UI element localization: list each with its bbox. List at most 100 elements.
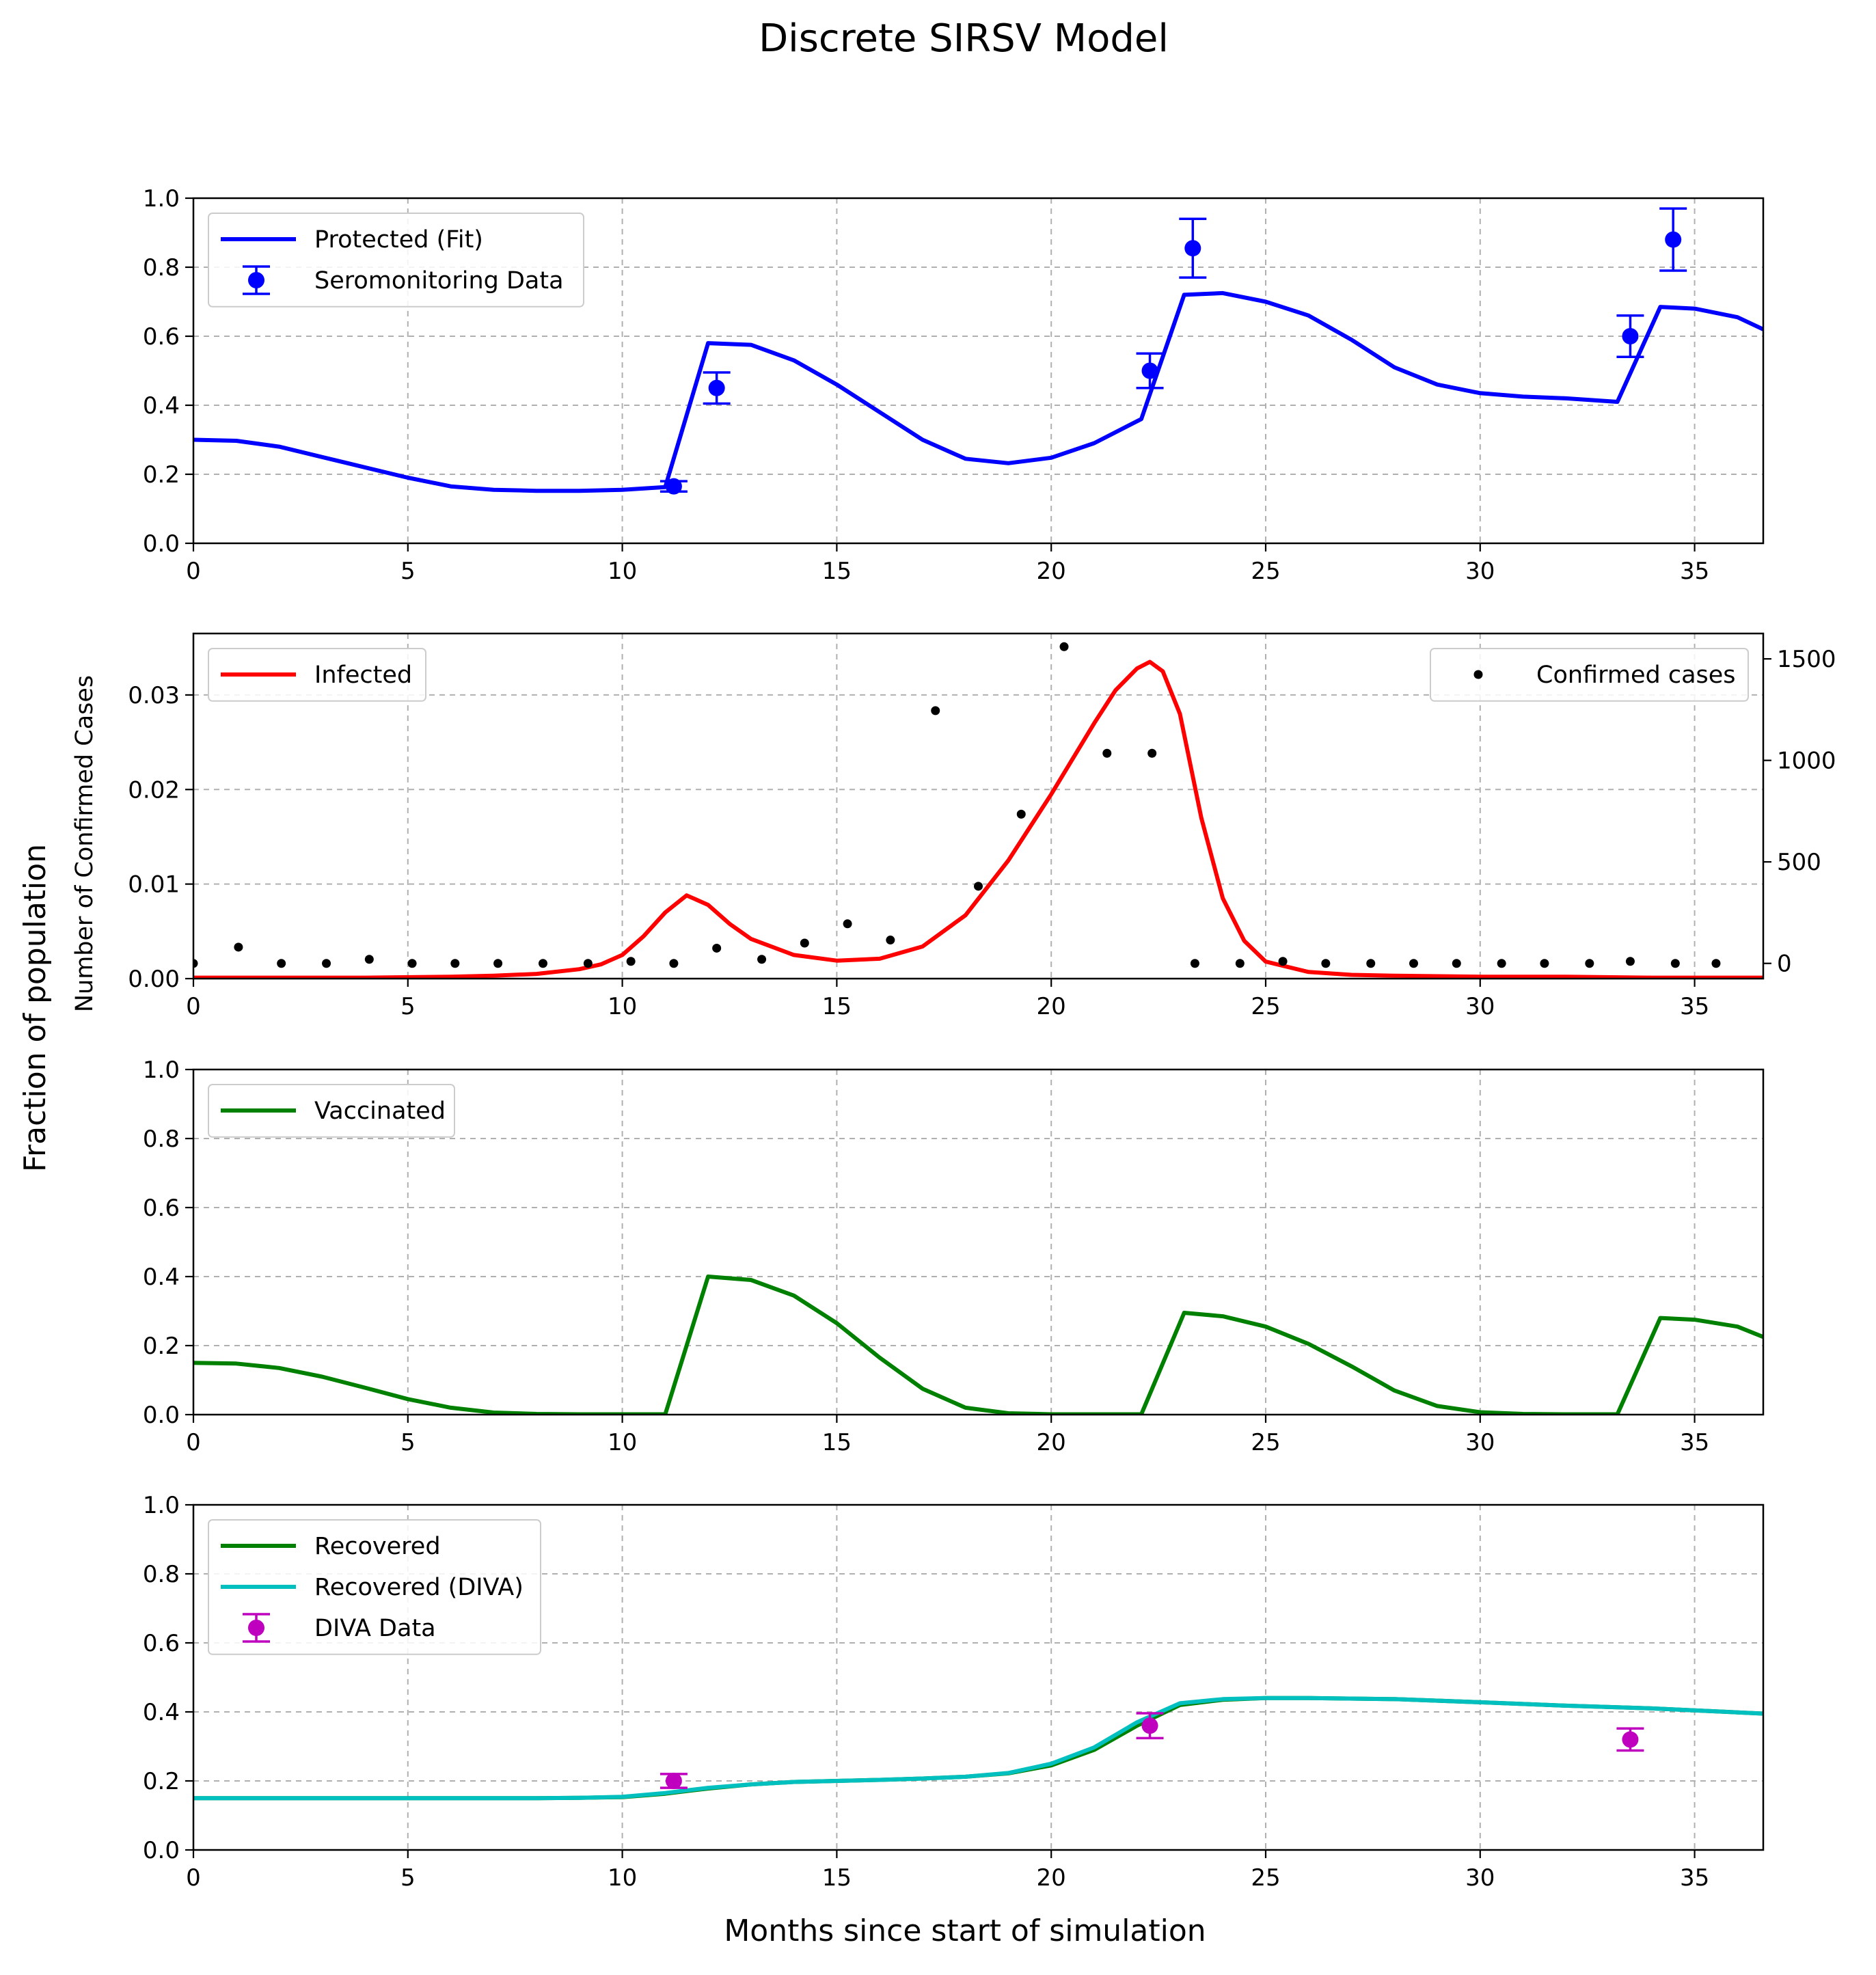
data-point xyxy=(1102,748,1112,758)
x-tick-label: 35 xyxy=(1680,1864,1709,1892)
panel-2: 0 5 10 15 20 25 30 35 0.00 0.01 0.02 0.03 0 500 1000 15… xyxy=(71,632,1836,1020)
y-tick-label: 0.6 xyxy=(143,323,180,351)
data-point xyxy=(234,942,243,952)
x-tick-label: 15 xyxy=(822,1429,852,1456)
data-point xyxy=(886,936,895,945)
x-tick-label: 5 xyxy=(400,1864,416,1892)
y-tick-label: 0.8 xyxy=(143,1126,180,1153)
axes-frame xyxy=(192,1068,1765,1416)
figure-y-label: Fraction of population xyxy=(18,844,53,1172)
y-tick-label: 0.01 xyxy=(128,871,180,899)
series-line-vaccinated xyxy=(193,1275,1763,1415)
x-tick-label: 25 xyxy=(1251,1429,1280,1456)
x-tick-label: 15 xyxy=(822,558,852,585)
y-tick-label: 0.2 xyxy=(143,1333,180,1360)
y-axis-label-cases: Number of Confirmed Cases xyxy=(71,675,98,1012)
data-point xyxy=(1190,959,1199,968)
x-tick-label: 20 xyxy=(1037,558,1066,585)
legend: Protected (Fit) Seromonitoring Data xyxy=(208,213,584,308)
data-point xyxy=(1625,957,1635,966)
x-tick-label: 5 xyxy=(400,993,416,1020)
x-tick-label: 10 xyxy=(608,1864,637,1892)
x-tick-label: 30 xyxy=(1465,993,1495,1020)
y2-tick-label: 500 xyxy=(1777,849,1821,876)
x-tick-label: 0 xyxy=(186,558,201,585)
legend-swatch-marker xyxy=(248,1620,264,1636)
plot-area xyxy=(193,207,1763,495)
figure-title: Discrete SIRSV Model xyxy=(759,16,1169,61)
data-point xyxy=(450,959,460,968)
data-point xyxy=(712,943,722,953)
legend-box xyxy=(208,213,584,308)
data-point xyxy=(538,959,547,968)
y-tick-label: 0.0 xyxy=(143,1402,180,1429)
legend-box xyxy=(208,1084,455,1138)
data-point xyxy=(1497,959,1506,968)
legend-label: Seromonitoring Data xyxy=(314,267,564,295)
x-tick-label: 10 xyxy=(608,993,637,1020)
data-point xyxy=(843,919,852,929)
x-tick-label: 35 xyxy=(1680,558,1709,585)
series-line-recovered-diva- xyxy=(193,1695,1763,1801)
data-point xyxy=(1665,231,1682,248)
figure-x-label: Months since start of simulation xyxy=(724,1913,1206,1948)
y2-tick-label: 1000 xyxy=(1777,748,1836,775)
legend-label: Recovered (DIVA) xyxy=(314,1574,524,1601)
data-point xyxy=(665,478,682,495)
panel-4: 0 5 10 15 20 25 30 35 0.0 0.2 0.4 0.6 0.8 1.0 Recovere… xyxy=(143,1492,1765,1892)
x-tick-label: 15 xyxy=(822,1864,852,1892)
data-point xyxy=(1321,959,1331,968)
data-point xyxy=(626,957,636,966)
legend: Recovered Recovered (DIVA) DIVA Data xyxy=(208,1519,541,1655)
legend-label: DIVA Data xyxy=(314,1615,436,1642)
legend-label: Vaccinated xyxy=(314,1098,446,1125)
y-tick-label: 1.0 xyxy=(143,1492,180,1519)
legend-label: Confirmed cases xyxy=(1536,662,1736,689)
y-tick-label: 0.00 xyxy=(128,966,180,993)
legend: Infected xyxy=(208,648,426,702)
series-line-protected-fit- xyxy=(193,290,1763,493)
data-point xyxy=(1141,362,1158,379)
x-tick-label: 25 xyxy=(1251,993,1280,1020)
legend: Vaccinated xyxy=(208,1084,455,1138)
series-line-infected xyxy=(193,659,1763,979)
legend-label: Infected xyxy=(314,662,412,689)
y-tick-label: 0.02 xyxy=(128,776,180,804)
data-point xyxy=(1366,959,1376,968)
data-point xyxy=(1016,809,1026,819)
y-tick-label: 1.0 xyxy=(143,185,180,213)
y-tick-label: 0.2 xyxy=(143,1768,180,1795)
data-point xyxy=(1711,959,1721,968)
data-point xyxy=(931,706,940,716)
panel-3: 0 5 10 15 20 25 30 35 0.0 0.2 0.4 0.6 0.8 1.0 Vaccinat… xyxy=(143,1057,1765,1456)
x-tick-label: 5 xyxy=(400,558,416,585)
data-point xyxy=(322,959,331,968)
data-point xyxy=(1622,1731,1639,1748)
legend-label: Protected (Fit) xyxy=(314,226,483,254)
x-tick-label: 30 xyxy=(1465,558,1495,585)
data-point xyxy=(1059,642,1069,651)
legend: Confirmed cases xyxy=(1430,648,1749,702)
legend-swatch-marker xyxy=(248,272,264,288)
axes-frame xyxy=(192,632,1765,980)
y-tick-label: 1.0 xyxy=(143,1057,180,1084)
y-tick-label: 0.0 xyxy=(143,1837,180,1864)
data-point xyxy=(1147,748,1157,758)
y-tick-label: 0.2 xyxy=(143,461,180,489)
data-point xyxy=(583,959,593,968)
x-tick-label: 30 xyxy=(1465,1429,1495,1456)
x-tick-label: 30 xyxy=(1465,1864,1495,1892)
y-tick-label: 0.4 xyxy=(143,1699,180,1726)
data-point xyxy=(1670,959,1680,968)
x-tick-label: 20 xyxy=(1037,1864,1066,1892)
x-tick-label: 35 xyxy=(1680,1429,1709,1456)
data-point xyxy=(665,1773,682,1789)
x-tick-label: 20 xyxy=(1037,993,1066,1020)
data-point xyxy=(193,959,198,968)
y-tick-label: 0.4 xyxy=(143,1264,180,1291)
y2-tick-label: 1500 xyxy=(1777,646,1836,673)
x-tick-label: 25 xyxy=(1251,558,1280,585)
x-tick-label: 20 xyxy=(1037,1429,1066,1456)
data-point xyxy=(1585,959,1594,968)
y-tick-label: 0.03 xyxy=(128,682,180,709)
